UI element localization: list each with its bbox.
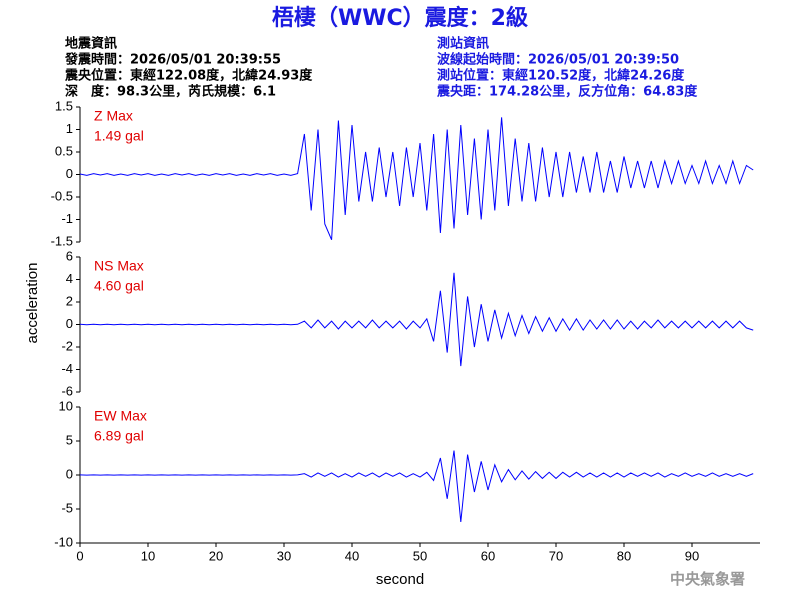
legend-label: EW Max bbox=[94, 408, 147, 424]
y-tick-label: 2 bbox=[66, 293, 73, 308]
x-tick-label: 70 bbox=[549, 548, 563, 563]
y-tick-label: -1 bbox=[61, 211, 73, 226]
max-label: 1.49 gal bbox=[94, 128, 144, 144]
x-tick-label: 30 bbox=[277, 548, 291, 563]
y-tick-label: 5 bbox=[66, 432, 73, 447]
x-tick-label: 60 bbox=[481, 548, 495, 563]
x-tick-label: 80 bbox=[617, 548, 631, 563]
legend-label: Z Max bbox=[94, 108, 133, 124]
y-axis-label: acceleration bbox=[24, 263, 41, 344]
y-tick-label: 1.5 bbox=[55, 98, 73, 113]
footer: 中央氣象署 bbox=[670, 570, 745, 588]
max-label: 4.60 gal bbox=[94, 278, 144, 294]
waveform bbox=[79, 450, 754, 522]
x-tick-label: 50 bbox=[413, 548, 427, 563]
y-tick-label: 0 bbox=[66, 166, 73, 181]
info-line: 深 度：98.3公里，芮氏規模：6.1 bbox=[65, 84, 276, 100]
chart-title: 梧棲（WWC）震度：2級 bbox=[272, 5, 528, 31]
y-tick-label: 0 bbox=[66, 316, 73, 331]
waveform bbox=[79, 272, 754, 367]
legend-label: NS Max bbox=[94, 258, 144, 274]
y-tick-label: -6 bbox=[61, 383, 73, 398]
y-tick-label: 0 bbox=[66, 466, 73, 481]
x-tick-label: 20 bbox=[209, 548, 223, 563]
y-tick-label: -1.5 bbox=[51, 233, 73, 248]
info-line: 發震時間：2026/05/01 20:39:55 bbox=[64, 52, 281, 68]
info-line: 波線起始時間：2026/05/01 20:39:50 bbox=[437, 52, 679, 68]
info-title: 地震資訊 bbox=[65, 36, 117, 52]
x-tick-label: 40 bbox=[345, 548, 359, 563]
info-line: 震央距：174.28公里，反方位角：64.83度 bbox=[436, 84, 698, 100]
y-tick-label: -0.5 bbox=[51, 188, 73, 203]
waveform bbox=[79, 117, 754, 240]
x-axis-label: second bbox=[376, 571, 424, 588]
x-tick-label: 90 bbox=[685, 548, 699, 563]
info-line: 測站位置：東經120.52度，北緯24.26度 bbox=[437, 68, 685, 84]
y-tick-label: 1 bbox=[66, 121, 73, 136]
y-tick-label: -4 bbox=[61, 361, 73, 376]
info-title: 測站資訊 bbox=[437, 36, 489, 52]
y-tick-label: -5 bbox=[61, 500, 73, 515]
y-tick-label: -2 bbox=[61, 338, 73, 353]
y-tick-label: 0.5 bbox=[55, 143, 73, 158]
y-tick-label: 4 bbox=[66, 271, 73, 286]
y-tick-label: 6 bbox=[66, 248, 73, 263]
max-label: 6.89 gal bbox=[94, 428, 144, 444]
y-tick-label: -10 bbox=[54, 534, 73, 549]
x-tick-label: 0 bbox=[76, 548, 83, 563]
y-tick-label: 10 bbox=[59, 398, 73, 413]
x-tick-label: 10 bbox=[141, 548, 155, 563]
info-line: 震央位置：東經122.08度，北緯24.93度 bbox=[64, 68, 313, 84]
